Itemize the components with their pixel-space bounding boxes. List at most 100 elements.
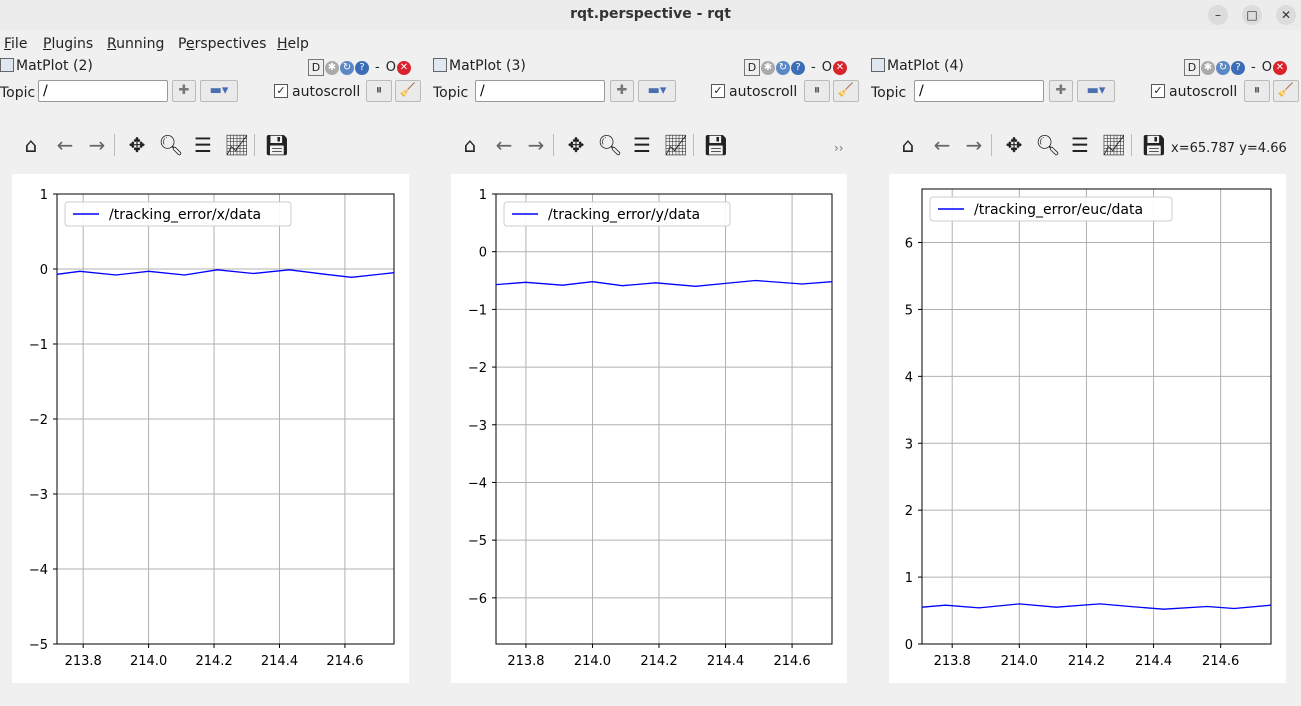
pause-button[interactable]: ⏸: [366, 80, 392, 102]
reload-icon[interactable]: ↻: [340, 60, 354, 75]
toolbar-separator: [553, 134, 554, 156]
remove-topic-button[interactable]: ▬▾: [638, 80, 676, 102]
edit-axis-icon[interactable]: 📈︎: [663, 133, 689, 157]
close-window-button[interactable]: ✕: [1276, 5, 1296, 25]
home-icon[interactable]: ⌂: [901, 133, 915, 157]
configure-icon[interactable]: ☰: [194, 133, 212, 157]
topic-label: Topic: [0, 85, 36, 101]
pan-icon[interactable]: ✥: [1005, 133, 1023, 157]
zoom-icon[interactable]: 🔍︎: [158, 133, 184, 157]
plot-canvas[interactable]: [12, 174, 409, 683]
toolbar-separator: [254, 134, 255, 156]
gear-icon[interactable]: ✱: [325, 60, 339, 75]
toolbar-overflow-button[interactable]: ››: [834, 141, 844, 155]
plot-icon: [0, 58, 14, 72]
configure-icon[interactable]: ☰: [1071, 133, 1089, 157]
autoscroll-label: autoscroll: [1169, 84, 1238, 100]
debug-button[interactable]: D: [308, 59, 324, 76]
save-icon[interactable]: 💾︎: [264, 133, 290, 157]
topic-input[interactable]: [914, 80, 1044, 102]
menu-file[interactable]: File: [4, 36, 28, 52]
minimize-dock-button[interactable]: -: [375, 60, 380, 75]
edit-axis-icon[interactable]: 📈︎: [1101, 133, 1127, 157]
cursor-coordinates: x=65.787 y=4.66: [1171, 141, 1287, 156]
close-icon[interactable]: ✕: [1272, 60, 1287, 75]
zoom-icon[interactable]: 🔍︎: [1035, 133, 1061, 157]
float-dock-button[interactable]: O: [821, 60, 832, 75]
configure-icon[interactable]: ☰: [633, 133, 651, 157]
menu-running[interactable]: Running: [107, 36, 165, 52]
toolbar-separator: [991, 134, 992, 156]
menu-help[interactable]: Help: [277, 36, 309, 52]
clear-button[interactable]: 🧹: [395, 80, 421, 102]
forward-icon[interactable]: →: [965, 133, 983, 157]
autoscroll-label: autoscroll: [292, 84, 361, 100]
topic-row: Topic ✚ ▬▾ ✓ autoscroll ⏸ 🧹: [433, 80, 863, 106]
autoscroll-checkbox[interactable]: ✓: [1151, 84, 1165, 98]
float-dock-button[interactable]: O: [385, 60, 396, 75]
debug-button[interactable]: D: [1184, 59, 1200, 76]
panel-title: MatPlot (2): [0, 58, 93, 78]
clear-button[interactable]: 🧹: [1273, 80, 1299, 102]
help-icon[interactable]: ?: [791, 60, 805, 75]
topic-input[interactable]: [38, 80, 168, 102]
topic-row: Topic ✚ ▬▾ ✓ autoscroll ⏸ 🧹: [0, 80, 430, 106]
debug-button[interactable]: D: [744, 59, 760, 76]
toolbar-separator: [693, 134, 694, 156]
panel-title: MatPlot (4): [871, 58, 964, 78]
toolbar-separator: [114, 134, 115, 156]
add-topic-button[interactable]: ✚: [1049, 80, 1073, 102]
edit-axis-icon[interactable]: 📈︎: [224, 133, 250, 157]
autoscroll-label: autoscroll: [729, 84, 798, 100]
back-icon[interactable]: ←: [933, 133, 951, 157]
home-icon[interactable]: ⌂: [463, 133, 477, 157]
minimize-button[interactable]: –: [1208, 5, 1228, 25]
save-icon[interactable]: 💾︎: [1141, 133, 1167, 157]
gear-icon[interactable]: ✱: [761, 60, 775, 75]
dock-controls: D ✱ ↻? - O ✕: [308, 59, 411, 77]
add-topic-button[interactable]: ✚: [172, 80, 196, 102]
help-icon[interactable]: ?: [355, 60, 369, 75]
topic-input[interactable]: [475, 80, 605, 102]
forward-icon[interactable]: →: [527, 133, 545, 157]
dock-controls: D ✱ ↻? - O ✕: [744, 59, 847, 77]
add-topic-button[interactable]: ✚: [610, 80, 634, 102]
plot-canvas[interactable]: [889, 174, 1286, 683]
topic-row: Topic ✚ ▬▾ ✓ autoscroll ⏸ 🧹: [871, 80, 1301, 106]
save-icon[interactable]: 💾︎: [703, 133, 729, 157]
clear-button[interactable]: 🧹: [833, 80, 859, 102]
topic-label: Topic: [871, 85, 907, 101]
autoscroll-checkbox[interactable]: ✓: [274, 84, 288, 98]
pan-icon[interactable]: ✥: [567, 133, 585, 157]
window-title: rqt.perspective - rqt: [570, 6, 731, 22]
plot-icon: [433, 58, 447, 72]
reload-icon[interactable]: ↻: [1216, 60, 1230, 75]
minimize-dock-button[interactable]: -: [811, 60, 816, 75]
plot-canvas[interactable]: [451, 174, 847, 683]
menu-perspectives[interactable]: Perspectives: [178, 36, 267, 52]
help-icon[interactable]: ?: [1231, 60, 1245, 75]
back-icon[interactable]: ←: [56, 133, 74, 157]
float-dock-button[interactable]: O: [1261, 60, 1272, 75]
pause-button[interactable]: ⏸: [1244, 80, 1270, 102]
maximize-button[interactable]: □: [1242, 5, 1262, 25]
pause-button[interactable]: ⏸: [804, 80, 830, 102]
gear-icon[interactable]: ✱: [1201, 60, 1215, 75]
minimize-dock-button[interactable]: -: [1251, 60, 1256, 75]
pan-icon[interactable]: ✥: [128, 133, 146, 157]
back-icon[interactable]: ←: [495, 133, 513, 157]
forward-icon[interactable]: →: [88, 133, 106, 157]
remove-topic-button[interactable]: ▬▾: [200, 80, 238, 102]
dock-controls: D ✱ ↻? - O ✕: [1184, 59, 1287, 77]
panel-title: MatPlot (3): [433, 58, 526, 78]
home-icon[interactable]: ⌂: [24, 133, 38, 157]
close-icon[interactable]: ✕: [832, 60, 847, 75]
plot-icon: [871, 58, 885, 72]
menu-plugins[interactable]: Plugins: [43, 36, 94, 52]
reload-icon[interactable]: ↻: [776, 60, 790, 75]
zoom-icon[interactable]: 🔍︎: [597, 133, 623, 157]
close-icon[interactable]: ✕: [396, 60, 411, 75]
autoscroll-checkbox[interactable]: ✓: [711, 84, 725, 98]
menu-bar: File Plugins Running Perspectives Help: [0, 32, 1301, 56]
remove-topic-button[interactable]: ▬▾: [1077, 80, 1115, 102]
